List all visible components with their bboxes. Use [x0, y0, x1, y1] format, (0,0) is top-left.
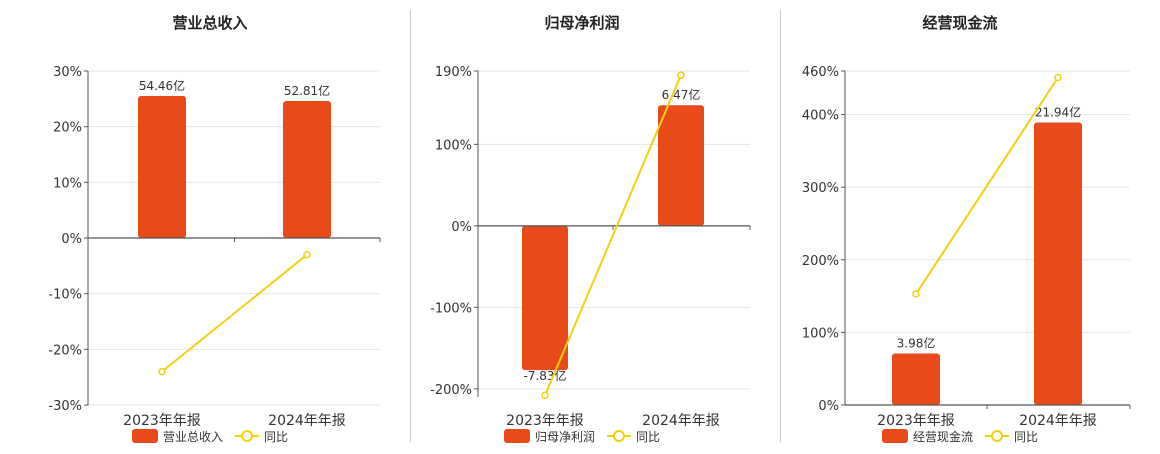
- legend-bar-label: 经营现金流: [913, 429, 973, 444]
- y-tick-label: 0%: [818, 399, 839, 414]
- legend-line-label: 同比: [636, 430, 660, 444]
- y-tick-label: -10%: [48, 288, 82, 303]
- y-tick-label: 0%: [451, 220, 472, 235]
- y-tick-label: 30%: [53, 65, 82, 80]
- bar: [522, 225, 568, 371]
- legend-bar-label: 归母净利润: [535, 430, 595, 444]
- legend-bar-swatch: [504, 429, 530, 443]
- x-category-label: 2024年年报: [642, 413, 720, 429]
- panel-divider: [780, 10, 781, 442]
- bar: [892, 353, 940, 405]
- legend-bar-label: 营业总收入: [163, 430, 223, 444]
- legend-bar-swatch: [882, 429, 908, 443]
- line-point: [677, 71, 685, 79]
- bar: [283, 101, 331, 238]
- y-tick-label: 400%: [802, 109, 839, 124]
- x-category-label: 2024年年报: [268, 413, 346, 429]
- bar-data-label: -7.83亿: [523, 368, 566, 383]
- legend-line-label: 同比: [264, 430, 288, 444]
- y-tick-label: 200%: [802, 254, 839, 269]
- line-series: [544, 74, 682, 396]
- legend-line-marker: [241, 430, 253, 442]
- y-tick-label: 0%: [61, 232, 82, 247]
- y-tick-label: 460%: [802, 65, 839, 80]
- chart-title: 经营现金流: [922, 14, 997, 32]
- line-series: [161, 253, 308, 373]
- y-tick-label: 190%: [435, 65, 472, 80]
- bar-data-label: 21.94亿: [1035, 105, 1081, 120]
- y-tick-label: -20%: [48, 343, 82, 358]
- line-series: [915, 76, 1059, 295]
- y-tick-label: 20%: [53, 121, 82, 136]
- panel-divider: [410, 10, 411, 442]
- legend-line-marker: [991, 430, 1003, 442]
- bar: [138, 96, 186, 238]
- bar-data-label: 6.47亿: [662, 87, 701, 102]
- bar: [1034, 122, 1082, 405]
- chart-title: 营业总收入: [172, 14, 247, 32]
- line-point: [912, 290, 920, 298]
- y-tick-label: -200%: [430, 383, 472, 398]
- bar: [658, 105, 704, 226]
- x-category-label: 2023年年报: [123, 413, 201, 429]
- bar-data-label: 54.46亿: [139, 78, 185, 93]
- y-tick-label: 10%: [53, 176, 82, 191]
- bar-data-label: 52.81亿: [284, 83, 330, 98]
- y-tick-label: 300%: [802, 181, 839, 196]
- y-tick-label: -100%: [430, 301, 472, 316]
- y-tick-label: -30%: [48, 399, 82, 414]
- y-tick-label: 100%: [435, 138, 472, 153]
- y-tick-label: 100%: [802, 326, 839, 341]
- legend-line-label: 同比: [1014, 430, 1038, 444]
- line-point: [158, 367, 166, 376]
- x-category-label: 2024年年报: [1019, 413, 1097, 429]
- bar-data-label: 3.98亿: [897, 335, 936, 350]
- line-point: [541, 391, 549, 400]
- x-category-label: 2023年年报: [506, 413, 584, 429]
- legend-line-marker: [613, 430, 625, 442]
- chart-title: 归母净利润: [544, 14, 619, 32]
- x-category-label: 2023年年报: [877, 413, 955, 429]
- line-point: [1054, 73, 1062, 82]
- line-point: [303, 250, 311, 259]
- legend-bar-swatch: [132, 429, 158, 443]
